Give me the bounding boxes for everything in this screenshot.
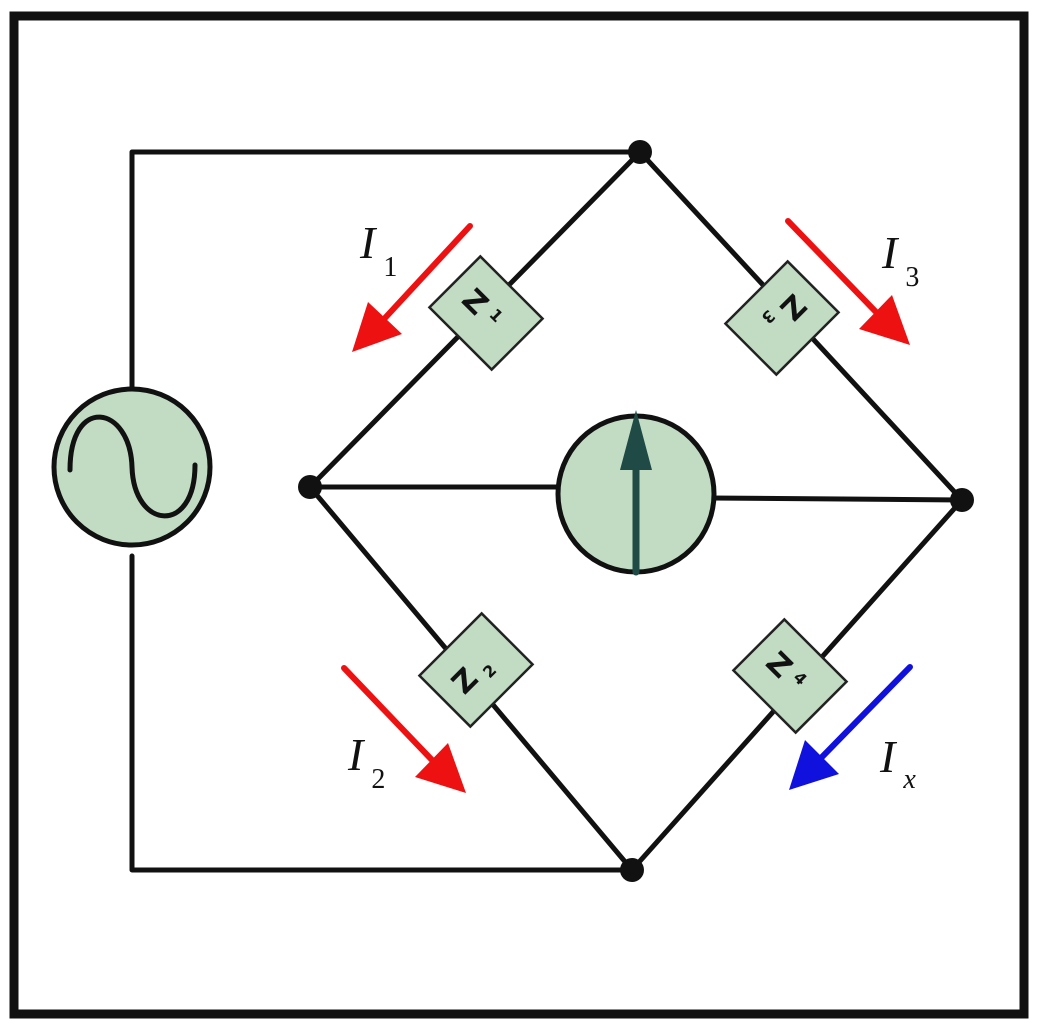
current-label-ix-sub: x (902, 764, 916, 795)
current-label-i1-main: I (359, 217, 378, 268)
current-arrow-ix (789, 664, 913, 790)
impedance-z3: Z 3 (723, 259, 841, 377)
impedance-z1: Z 1 (427, 254, 545, 372)
node-right (950, 488, 974, 512)
wire-source-bottom (129, 553, 635, 873)
current-label-i1-sub: 1 (383, 252, 397, 283)
wire-meter-right (707, 495, 965, 503)
impedance-z4: Z 4 (731, 617, 849, 735)
nodes (298, 140, 974, 882)
current-label-ix-main: I (879, 731, 898, 782)
current-arrows (341, 218, 913, 793)
current-label-i2-sub: 2 (371, 764, 385, 795)
current-label-i1: I 1 (359, 217, 397, 283)
impedance-z3-body (723, 259, 841, 377)
current-arrow-i2 (341, 665, 466, 793)
current-label-i3: I 3 (881, 227, 919, 293)
current-arrow-i3 (785, 218, 910, 345)
impedance-z2-body (417, 611, 535, 729)
node-top (628, 140, 652, 164)
current-label-i2-main: I (347, 729, 366, 780)
ac-source-sine-icon (51, 386, 213, 548)
wire-source-top (129, 149, 643, 391)
impedance-z4-body (731, 617, 849, 735)
current-label-ix: I x (879, 731, 916, 795)
node-left (298, 475, 322, 499)
current-label-i3-sub: 3 (905, 262, 919, 293)
current-label-i2: I 2 (347, 729, 385, 795)
galvanometer-arrow-icon (555, 410, 717, 576)
impedance-z1-body (427, 254, 545, 372)
node-bottom (620, 858, 644, 882)
current-arrow-i1 (352, 223, 473, 352)
current-label-i3-main: I (881, 227, 900, 278)
impedance-z2: Z 2 (417, 611, 535, 729)
